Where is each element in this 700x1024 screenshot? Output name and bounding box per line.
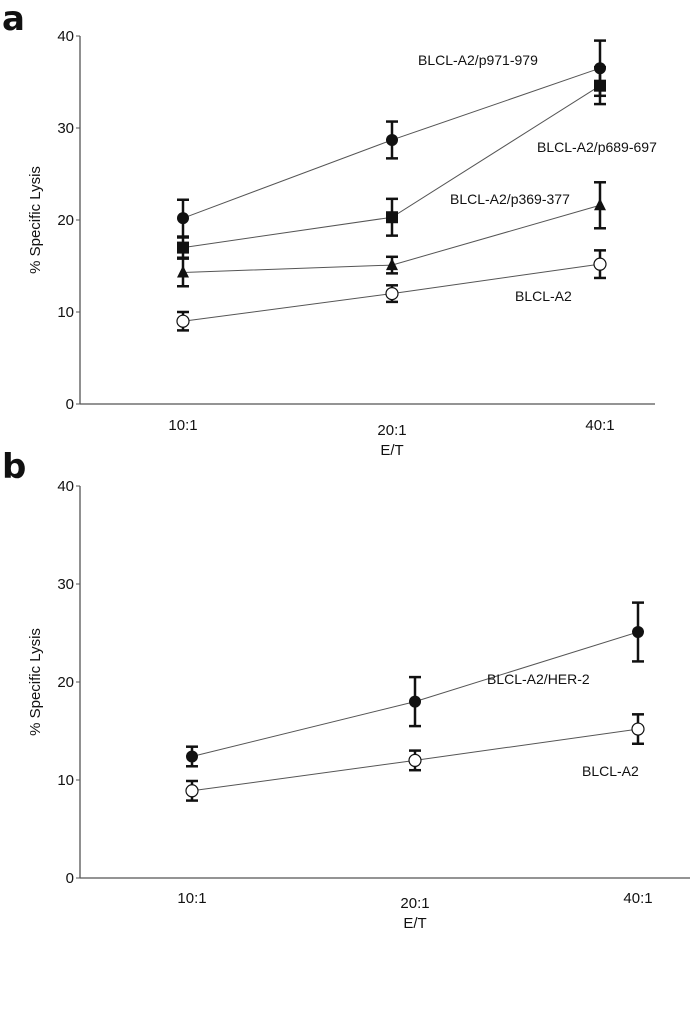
y-tick-label: 20: [57, 212, 74, 229]
panel-letter: a: [2, 0, 25, 39]
y-tick-label: 40: [57, 478, 74, 495]
data-point: [185, 784, 199, 798]
data-point: [186, 750, 198, 763]
y-tick-label: 30: [57, 120, 74, 137]
data-point: [177, 241, 189, 254]
y-tick-label: 10: [57, 772, 74, 789]
y-tick-label: 40: [57, 28, 74, 45]
data-point: [593, 257, 607, 271]
data-point: [408, 753, 422, 768]
x-tick-label: 40:1: [585, 417, 614, 434]
x-axis-label: E/T: [403, 915, 426, 932]
y-axis-label: % Specific Lysis: [27, 166, 44, 274]
x-tick-label: 10:1: [168, 417, 197, 434]
y-tick-label: 30: [57, 576, 74, 593]
data-point: [176, 314, 190, 328]
data-point: [409, 695, 421, 708]
data-point: [632, 626, 644, 639]
series-label: BLCL-A2/p689-697: [537, 139, 657, 155]
data-point: [386, 211, 398, 224]
data-point: [386, 258, 398, 271]
data-point: [177, 265, 189, 278]
panel-b: b 0 10 20 30 40 10:1 20:1 40:1 E/T % Specific Lysi…: [2, 447, 690, 932]
data-point: [386, 133, 398, 146]
y-tick-label: 20: [57, 674, 74, 691]
x-tick-label: 40:1: [623, 890, 652, 907]
x-axis-label: E/T: [380, 442, 403, 459]
panel-letter: b: [2, 447, 26, 487]
series-label: BLCL-A2/p971-979: [418, 52, 538, 68]
panel-a: a 0 10 20 30 40 10:1 20:1 40:1 E/T % Specific Lysi…: [2, 0, 657, 459]
series-label: BLCL-A2: [515, 288, 572, 304]
series-blcl-a2-p369-377: BLCL-A2/p369-377: [177, 181, 606, 288]
x-tick-label: 10:1: [177, 890, 206, 907]
y-axis-label: % Specific Lysis: [27, 628, 44, 736]
series-blcl-a2-p689-697: BLCL-A2/p689-697: [177, 66, 657, 259]
y-tick-label: 0: [66, 396, 74, 413]
series-blcl-a2-p971-979: BLCL-A2/p971-979: [177, 39, 606, 238]
data-point: [631, 722, 645, 736]
y-tick-label: 0: [66, 870, 74, 887]
x-tick-label: 20:1: [377, 422, 406, 439]
series-blcl-a2-her-2: BLCL-A2/HER-2: [186, 601, 644, 768]
series-blcl-a2: BLCL-A2: [185, 713, 645, 802]
data-point: [594, 198, 606, 211]
x-tick-label: 20:1: [400, 895, 429, 912]
data-point: [594, 79, 606, 92]
series-blcl-a2: BLCL-A2: [176, 249, 607, 332]
series-label: BLCL-A2: [582, 763, 639, 779]
y-tick-label: 10: [57, 304, 74, 321]
series-label: BLCL-A2/HER-2: [487, 671, 590, 687]
series-label: BLCL-A2/p369-377: [450, 191, 570, 207]
data-point: [177, 212, 189, 225]
data-point: [385, 287, 399, 301]
